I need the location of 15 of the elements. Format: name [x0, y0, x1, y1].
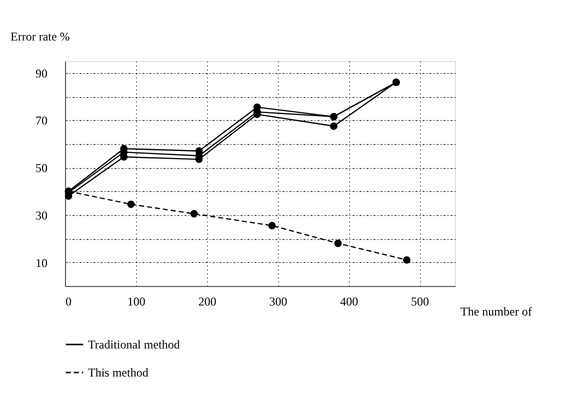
x-tick-label: 200 — [198, 294, 216, 308]
x-tick-label: 0 — [66, 294, 72, 308]
x-axis-title: The number of — [460, 304, 532, 318]
y-tick-label: 10 — [36, 256, 48, 270]
y-tick-label: 90 — [36, 66, 48, 80]
y-tick-label: 70 — [36, 114, 48, 128]
x-tick-label: 100 — [127, 294, 146, 308]
x-tick-label: 300 — [269, 294, 288, 308]
y-axis-title: Error rate % — [10, 30, 70, 44]
y-tick-label: 50 — [36, 161, 48, 176]
x-tick-label: 500 — [411, 294, 430, 308]
legend-label: Traditional method — [88, 338, 180, 352]
x-tick-label: 400 — [340, 294, 358, 308]
y-tick-label: 30 — [36, 208, 48, 222]
legend-label: This method — [88, 366, 148, 380]
